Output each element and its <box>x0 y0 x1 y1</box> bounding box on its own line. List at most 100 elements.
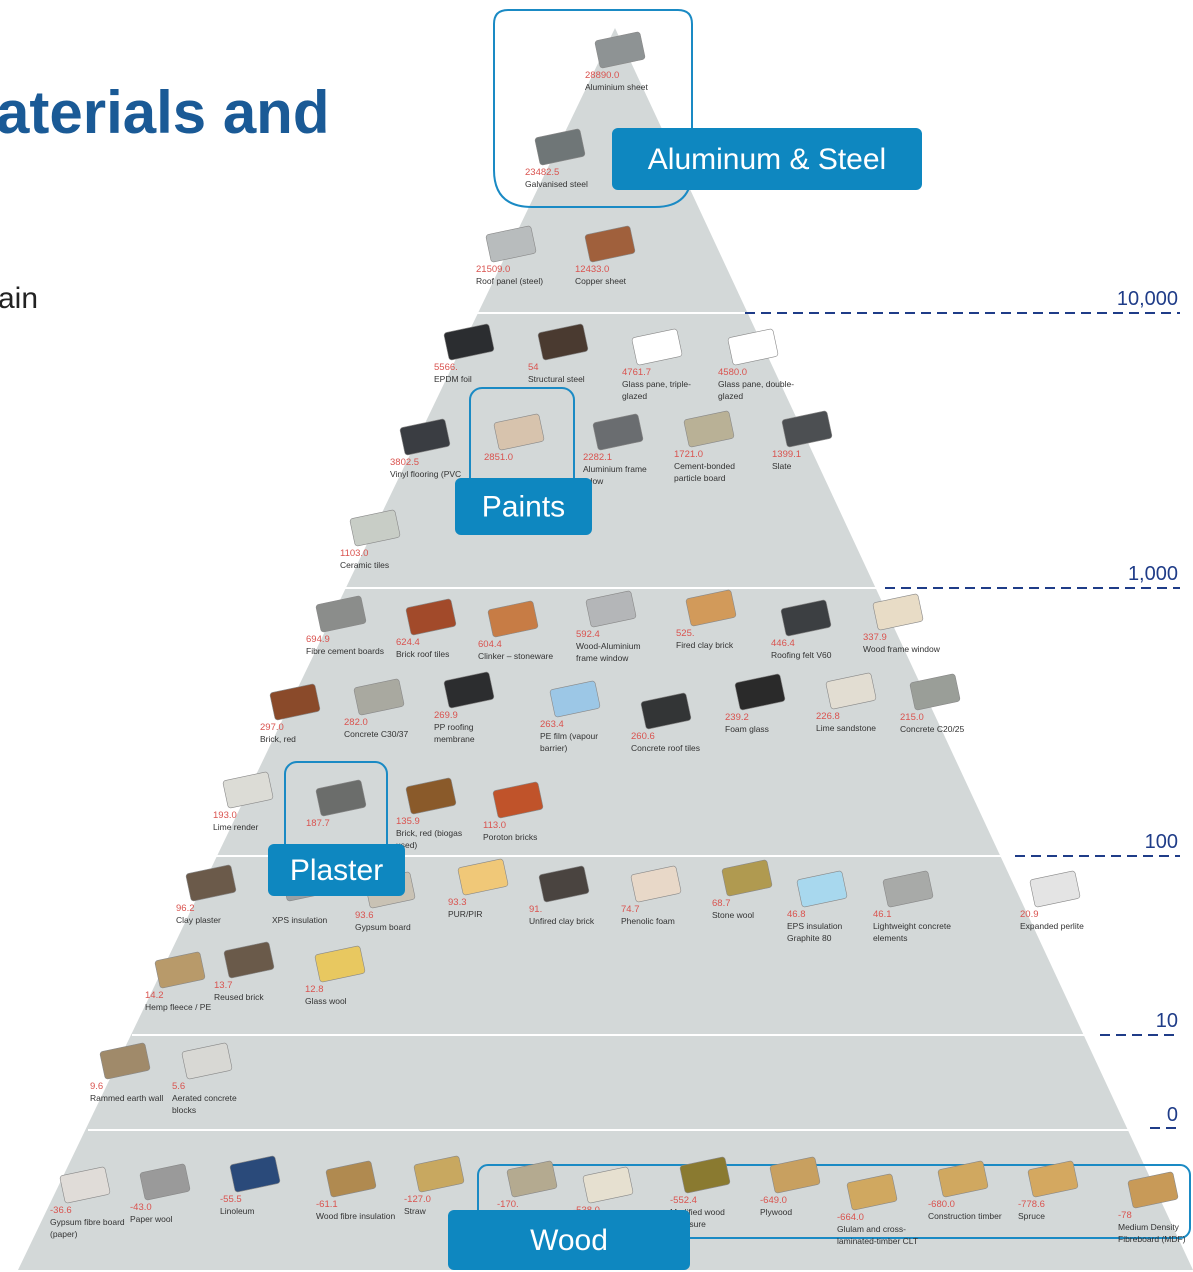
material-label: membrane <box>434 734 475 744</box>
material-value: 187.7 <box>306 818 330 829</box>
material-label: Lightweight concrete <box>873 921 951 931</box>
header-title: aterials and <box>0 79 330 146</box>
material-label: EPDM foil <box>434 374 472 384</box>
material-value: 694.9 <box>306 634 330 645</box>
material-value: 269.9 <box>434 710 458 721</box>
material-label: Foam glass <box>725 724 769 734</box>
material-value: 1399.1 <box>772 449 801 460</box>
material-label: Brick roof tiles <box>396 649 449 659</box>
material-value: -680.0 <box>928 1199 955 1210</box>
material-value: 624.4 <box>396 637 420 648</box>
material-label: XPS insulation <box>272 915 328 925</box>
callout-label: Plaster <box>290 854 383 887</box>
material-label: Medium Density <box>1118 1222 1180 1232</box>
material-value: 113.0 <box>483 820 506 831</box>
material-label: Brick, red (biogas <box>396 828 462 838</box>
material-value: 93.6 <box>355 910 374 921</box>
material-label: frame window <box>576 653 629 663</box>
material-value: 297.0 <box>260 722 284 733</box>
material-label: Aluminium sheet <box>585 82 648 92</box>
material-value: 68.7 <box>712 898 731 909</box>
material-label: PP roofing <box>434 722 474 732</box>
material-value: 446.4 <box>771 638 795 649</box>
material-value: 604.4 <box>478 639 502 650</box>
header-subtitle: ain <box>0 282 38 315</box>
material-label: Hemp fleece / PE <box>145 1002 211 1012</box>
material-value: 226.8 <box>816 711 840 722</box>
material-value: 28890.0 <box>585 70 619 81</box>
material-label: (paper) <box>50 1229 78 1239</box>
material-label: Roof panel (steel) <box>476 276 543 286</box>
material-label: Wood frame window <box>863 644 941 654</box>
callout-label: Wood <box>530 1224 608 1257</box>
material-label: Glass pane, double- <box>718 379 794 389</box>
material-label: barrier) <box>540 743 568 753</box>
material-label: Paper wool <box>130 1214 173 1224</box>
material-label: Straw <box>404 1206 427 1216</box>
material-label: Roofing felt V60 <box>771 650 832 660</box>
material-value: 5566. <box>434 362 458 373</box>
material-image <box>1030 871 1081 908</box>
material-value: -61.1 <box>316 1199 338 1210</box>
material-value: -78 <box>1118 1210 1132 1221</box>
material-label: Copper sheet <box>575 276 627 286</box>
material-label: PUR/PIR <box>448 909 482 919</box>
material-value: -552.4 <box>670 1195 697 1206</box>
material-label: Stone wool <box>712 910 754 920</box>
material-label: Construction timber <box>928 1211 1002 1221</box>
material-label: Wood fibre insulation <box>316 1211 395 1221</box>
material-label: Glass wool <box>305 996 347 1006</box>
material-value: -43.0 <box>130 1202 152 1213</box>
material-value: 14.2 <box>145 990 164 1001</box>
material-label: Ceramic tiles <box>340 560 389 570</box>
material-label: EPS insulation <box>787 921 843 931</box>
material-value: 21509.0 <box>476 264 510 275</box>
material-value: 23482.5 <box>525 167 559 178</box>
material-label: Brick, red <box>260 734 296 744</box>
material-label: Structural steel <box>528 374 585 384</box>
material-value: 12433.0 <box>575 264 609 275</box>
material-value: 592.4 <box>576 629 600 640</box>
scale-label: 10 <box>1156 1010 1178 1032</box>
material-value: 91. <box>529 904 542 915</box>
material-label: elements <box>873 933 908 943</box>
material-label: Reused brick <box>214 992 264 1002</box>
material-label: Expanded perlite <box>1020 921 1084 931</box>
material-label: Rammed earth wall <box>90 1093 163 1103</box>
material-label: particle board <box>674 473 726 483</box>
material-label: Glass pane, triple- <box>622 379 691 389</box>
material-value: 46.1 <box>873 909 892 920</box>
material-value: 1103.0 <box>340 548 368 559</box>
callout-label: Aluminum & Steel <box>648 143 886 176</box>
material-label: Fibreboard (MDF) <box>1118 1234 1186 1244</box>
material-value: 525. <box>676 628 695 639</box>
material-value: -664.0 <box>837 1212 864 1223</box>
material-label: Fired clay brick <box>676 640 734 650</box>
material-label: blocks <box>172 1105 196 1115</box>
material-label: Gypsum board <box>355 922 411 932</box>
material-value: 46.8 <box>787 909 806 920</box>
material-value: 239.2 <box>725 712 749 723</box>
material-label: Lime render <box>213 822 259 832</box>
material-value: 2282.1 <box>583 452 612 463</box>
material-value: 74.7 <box>621 904 640 915</box>
page: aterials and ain 28890.0Aluminium sheet 2… <box>0 0 1193 1272</box>
material-value: 282.0 <box>344 717 368 728</box>
material-value: -649.0 <box>760 1195 787 1206</box>
material-label: Wood-Aluminium <box>576 641 641 651</box>
material-label: Slate <box>772 461 792 471</box>
material-value: 5.6 <box>172 1081 185 1092</box>
material-value: 260.6 <box>631 731 655 742</box>
material-label: glazed <box>718 391 743 401</box>
material-label: Poroton bricks <box>483 832 537 842</box>
material-value: -55.5 <box>220 1194 242 1205</box>
material-label: Aerated concrete <box>172 1093 237 1103</box>
material-value: 4580.0 <box>718 367 747 378</box>
material-label: Aluminium frame <box>583 464 647 474</box>
material-value: 93.3 <box>448 897 467 908</box>
material-value: -778.6 <box>1018 1199 1045 1210</box>
material-label: Cement-bonded <box>674 461 735 471</box>
material-label: Spruce <box>1018 1211 1045 1221</box>
scale-label: 100 <box>1145 831 1178 853</box>
